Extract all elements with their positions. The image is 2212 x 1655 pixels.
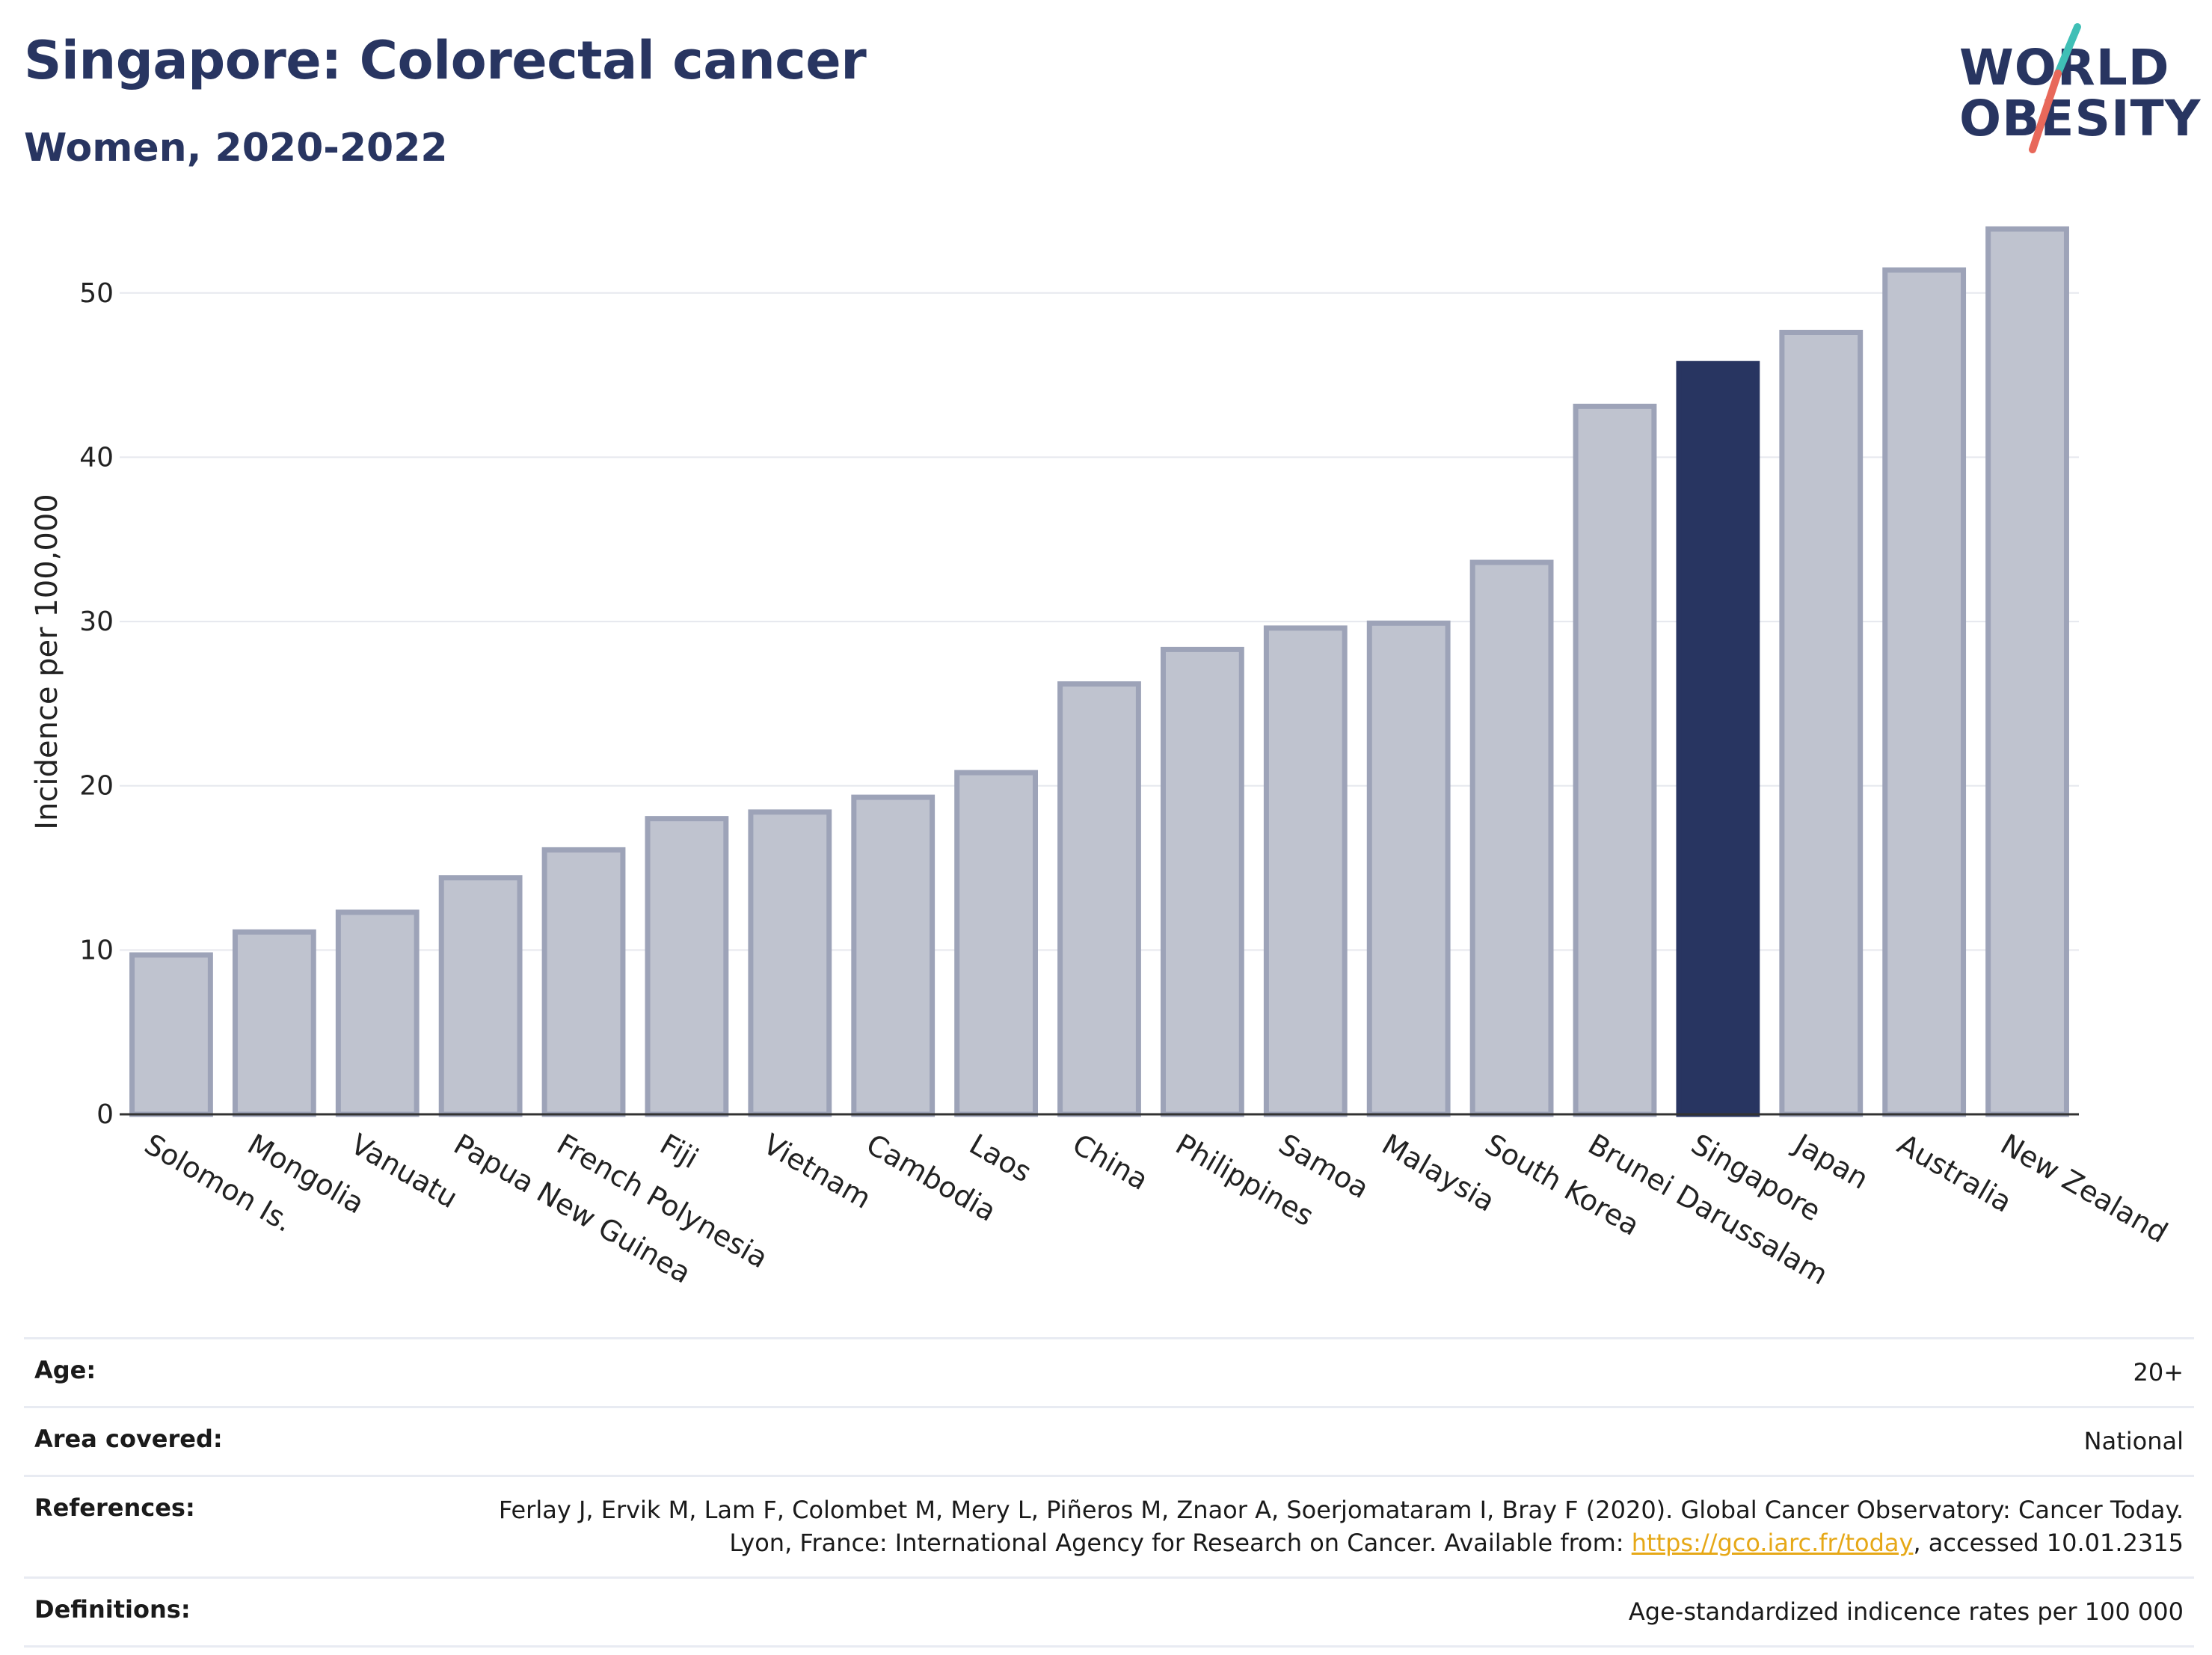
bar-vanuatu: [335, 909, 420, 1117]
bar-laos: [954, 770, 1039, 1117]
x-tick-label: Fiji: [654, 1128, 704, 1175]
meta-row-references: References: Ferlay J, Ervik M, Lam F, Co…: [24, 1474, 2194, 1577]
x-tick-label: China: [1067, 1128, 1154, 1197]
x-tick-label: Vietnam: [758, 1128, 876, 1215]
meta-row-area: Area covered: National: [24, 1405, 2194, 1475]
metadata-table: Age: 20+ Area covered: National Referenc…: [24, 1337, 2194, 1648]
x-tick-label: Malaysia: [1377, 1128, 1501, 1218]
y-tick-label: 50: [79, 278, 114, 309]
bar-malaysia: [1366, 620, 1451, 1117]
bar-singapore: [1676, 360, 1760, 1117]
meta-references-value: Ferlay J, Ervik M, Lam F, Colombet M, Me…: [464, 1493, 2184, 1561]
bar-japan: [1779, 330, 1864, 1117]
bar-french-polynesia: [541, 847, 626, 1117]
bar-philippines: [1160, 646, 1244, 1117]
bar-vietnam: [748, 809, 832, 1117]
y-tick-label: 30: [79, 607, 114, 637]
y-axis-label: Incidence per 100,000: [30, 494, 64, 830]
meta-age-label: Age:: [34, 1356, 96, 1384]
y-axis-ticks: 0 10 20 30 40 50: [79, 278, 114, 1130]
bar-new-zealand: [1985, 226, 2069, 1117]
meta-references-label: References:: [34, 1493, 195, 1522]
world-obesity-logo: WORLD OBESITY: [1944, 21, 2202, 163]
meta-area-value: National: [2083, 1426, 2184, 1455]
y-tick-label: 40: [79, 442, 114, 473]
bars-group: [129, 226, 2069, 1117]
logo-text-obesity: OBESITY: [1959, 90, 2202, 147]
bar-china: [1057, 681, 1141, 1117]
y-tick-label: 10: [79, 935, 114, 965]
meta-area-label: Area covered:: [34, 1424, 223, 1453]
meta-row-age: Age: 20+: [24, 1337, 2194, 1406]
references-text: Ferlay J, Ervik M, Lam F, Colombet M, Me…: [498, 1495, 2184, 1558]
meta-age-value: 20+: [2133, 1358, 2184, 1387]
references-link[interactable]: https://gco.iarc.fr/today: [1631, 1529, 1914, 1558]
meta-definitions-value: Age-standardized indicence rates per 100…: [1628, 1597, 2184, 1627]
chart-title: Singapore: Colorectal cancer: [24, 30, 867, 91]
y-tick-label: 20: [79, 771, 114, 802]
y-tick-label: 0: [96, 1099, 114, 1130]
x-tick-label: Australia: [1892, 1128, 2018, 1219]
x-tick-label: New Zealand: [1995, 1128, 2173, 1250]
references-accessed: , accessed 10.01.2315: [1913, 1529, 2184, 1558]
meta-row-definitions: Definitions: Age-standardized indicence …: [24, 1576, 2194, 1648]
meta-definitions-label: Definitions:: [34, 1595, 191, 1624]
x-tick-label: Laos: [964, 1128, 1037, 1189]
bar-south-korea: [1469, 559, 1554, 1117]
chart-subtitle: Women, 2020-2022: [24, 126, 448, 171]
bar-brunei-darussalam: [1573, 403, 1657, 1117]
bar-samoa: [1263, 625, 1348, 1117]
bar-mongolia: [232, 929, 316, 1117]
bar-solomon-is: [129, 952, 213, 1117]
bar-fiji: [645, 816, 729, 1117]
bar-papua-new-guinea: [438, 875, 523, 1117]
bar-chart: 0 10 20 30 40 50 Solomon Is.MongoliaVanuatuPa…: [30, 226, 2173, 1292]
bar-cambodia: [851, 794, 936, 1117]
logo-slash-icon: [2029, 23, 2081, 153]
bar-australia: [1882, 267, 1967, 1117]
